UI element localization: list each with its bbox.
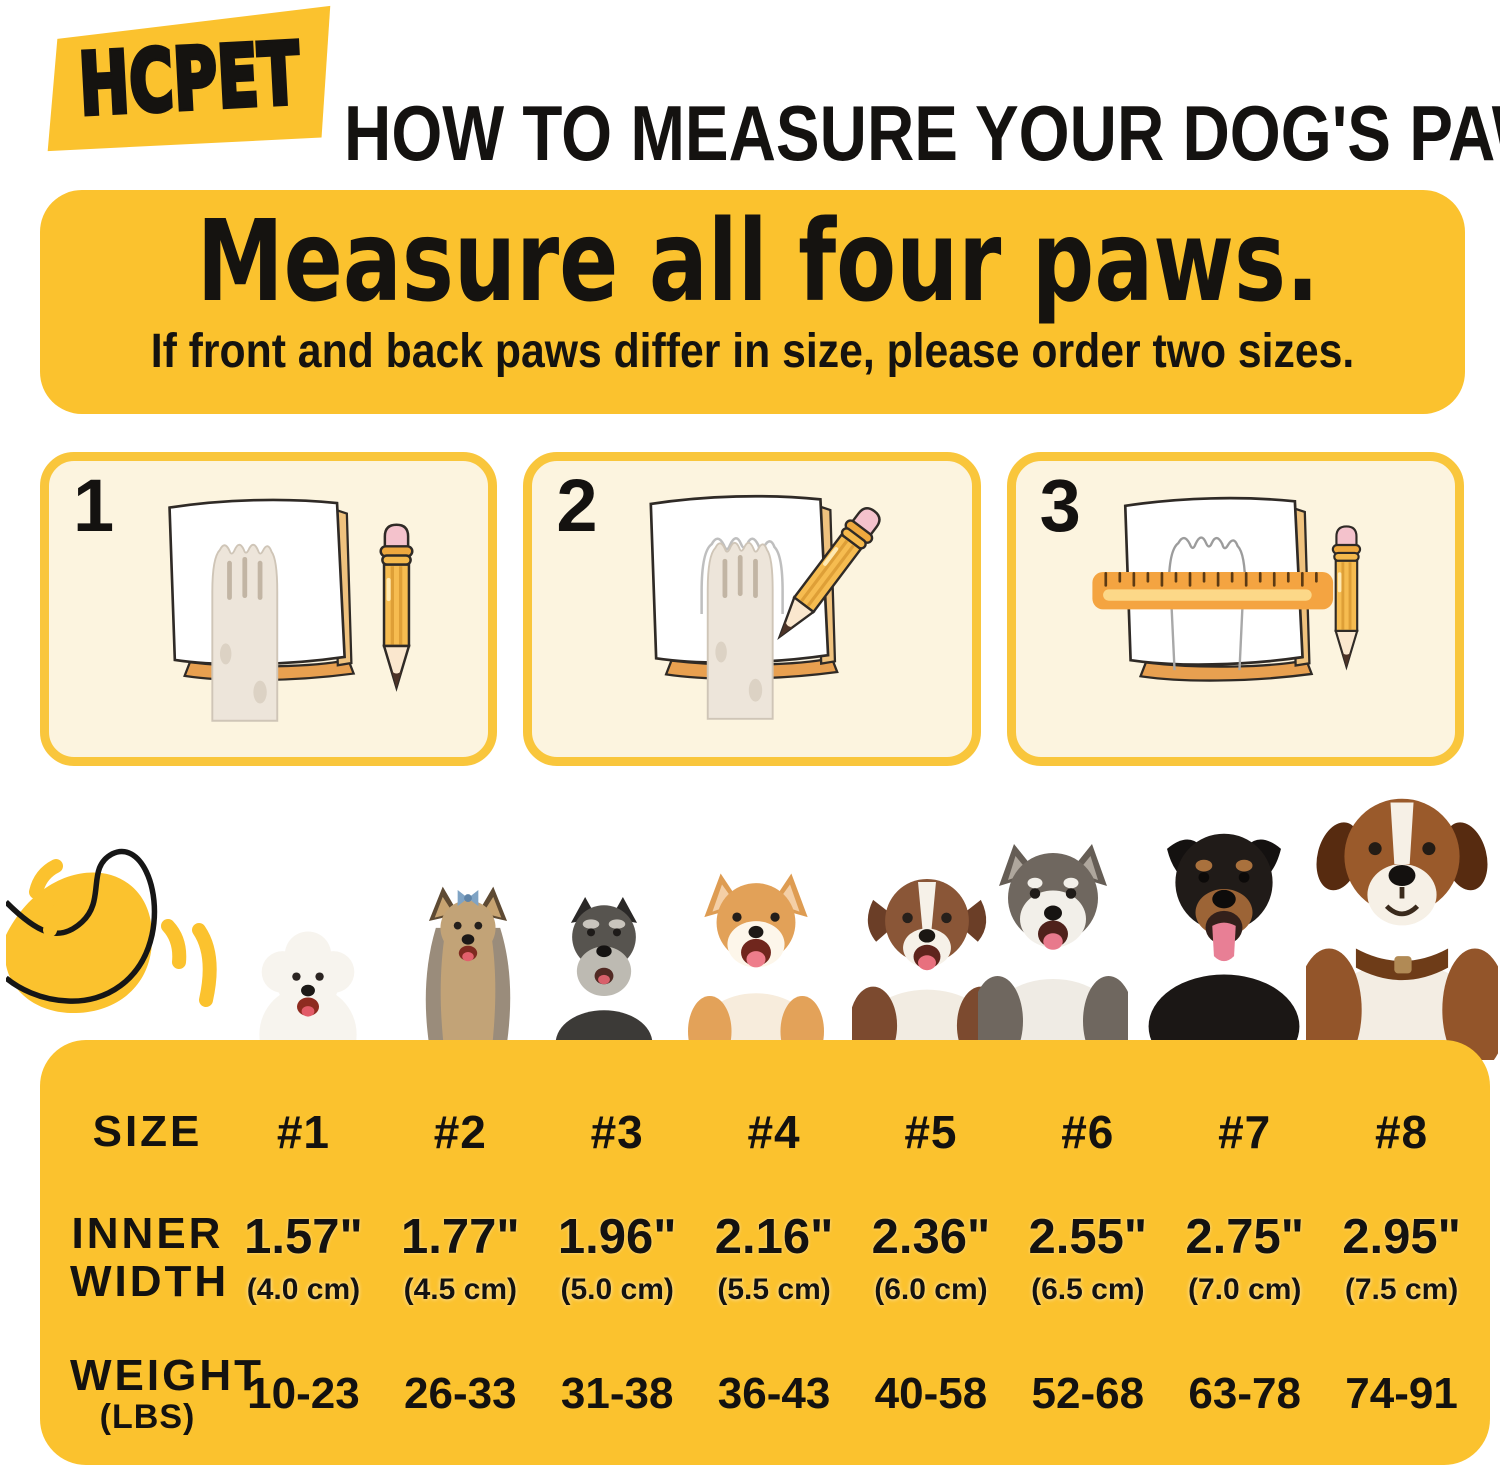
weight-col-7: 63-78 xyxy=(1188,1369,1301,1418)
step-1-illustration-paw-on-paper xyxy=(168,498,414,757)
inner-width-col-5: 2.36" (6.0 cm) xyxy=(871,1210,991,1306)
size-col-1: #1 xyxy=(276,1106,331,1158)
step-2-illustration-trace-paw xyxy=(649,494,889,757)
step-panel-1: 1 xyxy=(40,452,498,766)
banner-heading: Measure all four paws. xyxy=(196,197,1320,327)
size-chart-table: SIZE #1 #2 #3 #4 #5 #6 #7 #8 INNER WIDTH… xyxy=(40,1040,1490,1465)
weight-col-3: 31-38 xyxy=(560,1369,674,1418)
inner-width-col-1: 1.57" (4.0 cm) xyxy=(244,1210,363,1306)
size-col-7: #7 xyxy=(1218,1106,1272,1158)
dog-photo-rottweiler xyxy=(1148,833,1300,1060)
inner-width-col-7: 2.75" (7.0 cm) xyxy=(1185,1210,1304,1306)
dog-lineup xyxy=(0,782,1500,1070)
step-number: 2 xyxy=(556,464,598,547)
instruction-banner: Measure all four paws. If front and back… xyxy=(40,190,1465,414)
step-3-illustration-measure-with-ruler xyxy=(1090,496,1362,682)
step-panel-2: 2 xyxy=(523,452,981,766)
size-col-4: #4 xyxy=(747,1106,801,1158)
banner-subheading: If front and back paws differ in size, p… xyxy=(150,324,1355,378)
dog-photo-shiba-inu xyxy=(688,873,824,1060)
weight-col-4: 36-43 xyxy=(717,1369,831,1418)
weight-col-5: 40-58 xyxy=(874,1369,988,1418)
inner-width-col-2: 1.77" (4.5 cm) xyxy=(401,1210,520,1306)
size-col-8: #8 xyxy=(1374,1106,1429,1158)
weight-col-1: 10-23 xyxy=(247,1369,360,1418)
brand-logo: HCPET xyxy=(38,4,338,154)
inner-width-col-4: 2.16" (5.5 cm) xyxy=(714,1210,834,1306)
dog-photo-miniature-schnauzer xyxy=(555,896,653,1060)
size-col-2: #2 xyxy=(433,1106,487,1158)
dog-photo-yorkshire-terrier xyxy=(425,886,511,1058)
squiggle-arrow-decoration xyxy=(6,849,217,1014)
brand-logo-badge: HCPET xyxy=(47,5,331,152)
size-col-5: #5 xyxy=(904,1106,958,1158)
row-label-inner-width: INNER WIDTH xyxy=(70,1209,230,1306)
steps-row: 1 2 3 xyxy=(40,452,1464,766)
size-col-6: #6 xyxy=(1061,1106,1115,1158)
dog-photo-alaskan-malamute xyxy=(978,844,1128,1060)
weight-col-2: 26-33 xyxy=(404,1369,517,1418)
step-number: 1 xyxy=(73,464,115,547)
row-label-size: SIZE xyxy=(92,1107,203,1157)
inner-width-col-6: 2.55" (6.5 cm) xyxy=(1028,1210,1148,1306)
step-panel-3: 3 xyxy=(1006,452,1464,766)
logo-background-shape xyxy=(47,5,331,152)
dog-photo-saint-bernard xyxy=(1306,798,1498,1060)
inner-width-col-8: 2.95" (7.5 cm) xyxy=(1342,1210,1461,1306)
row-label-weight: WEIGHT (LBS) xyxy=(70,1350,264,1437)
size-col-3: #3 xyxy=(590,1106,644,1158)
weight-col-6: 52-68 xyxy=(1031,1369,1145,1418)
weight-col-8: 74-91 xyxy=(1345,1369,1458,1418)
page-title: HOW TO MEASURE YOUR DOG'S PAWS xyxy=(344,89,1500,178)
step-number: 3 xyxy=(1039,464,1081,547)
logo-text: HCPET xyxy=(76,25,302,135)
dog-photo-bichon-frise xyxy=(259,931,357,1060)
inner-width-col-3: 1.96" (5.0 cm) xyxy=(557,1210,677,1306)
